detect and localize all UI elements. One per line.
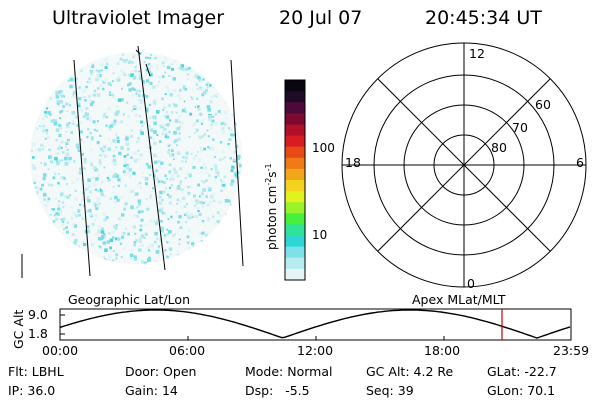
time-tick-2359: 23:59 bbox=[553, 343, 590, 358]
mlt-label-12: 12 bbox=[469, 46, 485, 61]
param-dsp: Dsp: -5.5 bbox=[245, 383, 310, 398]
geographic-grid-lines bbox=[21, 45, 244, 278]
mlt-label-18: 18 bbox=[345, 155, 361, 170]
polar-mlat-mlt-plot bbox=[341, 42, 587, 288]
instrument-title: Ultraviolet Imager bbox=[52, 7, 225, 29]
observation-date: 20 Jul 07 bbox=[279, 7, 363, 29]
param-ip: IP: 36.0 bbox=[8, 383, 56, 398]
mlat-label-80: 80 bbox=[491, 140, 507, 155]
mlt-label-6: 6 bbox=[576, 155, 584, 170]
param-glat: GLat: -22.7 bbox=[487, 364, 557, 379]
param-mode: Mode: Normal bbox=[245, 364, 333, 379]
geographic-coords-label: Geographic Lat/Lon bbox=[68, 292, 190, 307]
altitude-axis-label: GC Alt bbox=[11, 309, 26, 349]
uv-image-disc bbox=[21, 45, 244, 278]
altitude-tick-max: 9.0 bbox=[28, 307, 48, 322]
colorbar-tick-100: 100 bbox=[312, 141, 335, 155]
time-tick-1200: 12:00 bbox=[297, 343, 334, 358]
param-glon: GLon: 70.1 bbox=[487, 383, 556, 398]
colorbar-tick-10: 10 bbox=[312, 228, 328, 242]
observation-time: 20:45:34 UT bbox=[425, 7, 542, 29]
time-tick-0600: 06:00 bbox=[169, 343, 206, 358]
time-tick-0000: 00:00 bbox=[42, 343, 79, 358]
apex-coords-label: Apex MLat/MLT bbox=[412, 292, 506, 307]
color-scale-bar bbox=[284, 79, 306, 281]
orbit-altitude-plot bbox=[59, 308, 572, 341]
altitude-tick-min: 1.8 bbox=[28, 326, 48, 341]
time-tick-1800: 18:00 bbox=[424, 343, 461, 358]
param-gc-alt: GC Alt: 4.2 Re bbox=[366, 364, 454, 379]
param-filter: Flt: LBHL bbox=[8, 364, 64, 379]
mlat-label-60: 60 bbox=[535, 97, 551, 112]
mlt-label-0: 0 bbox=[467, 276, 475, 291]
mlat-label-70: 70 bbox=[512, 120, 528, 135]
param-seq: Seq: 39 bbox=[366, 383, 414, 398]
param-door: Door: Open bbox=[125, 364, 197, 379]
colorbar-unit-label: photon cm-2s-1 bbox=[264, 163, 279, 250]
param-gain: Gain: 14 bbox=[125, 383, 178, 398]
